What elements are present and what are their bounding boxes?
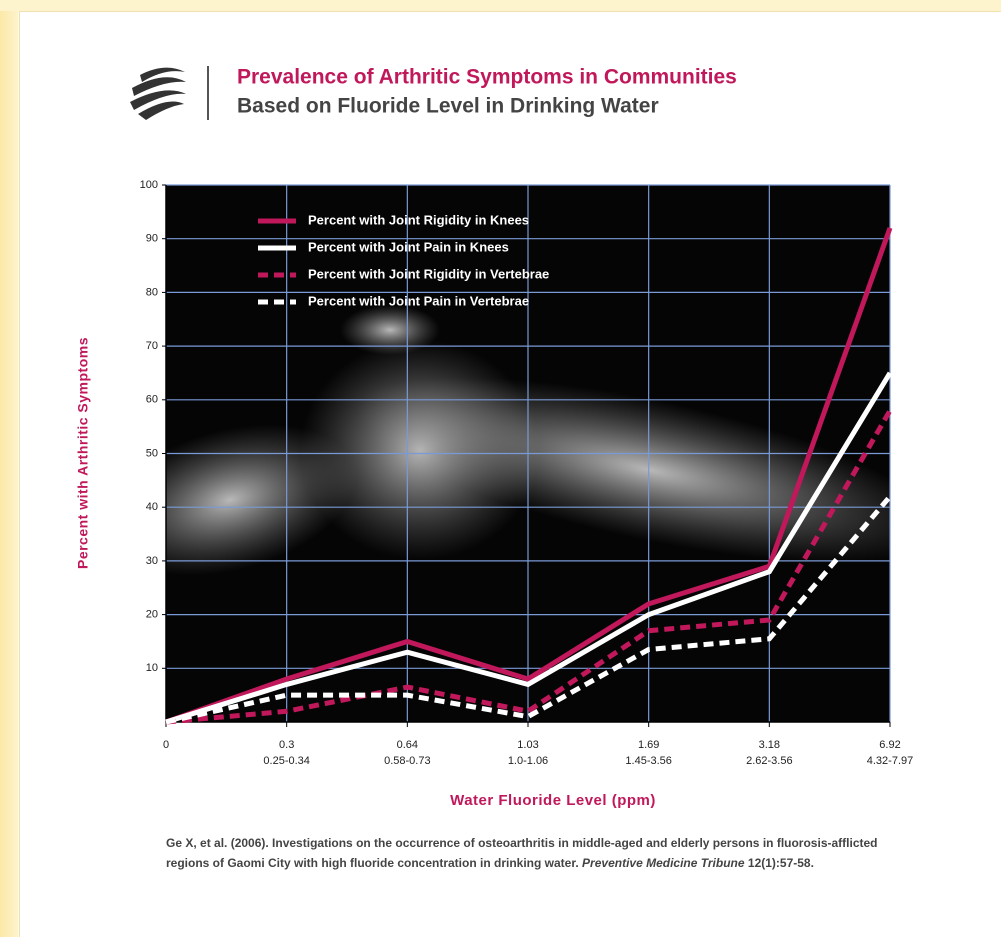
x-range-label: 1.45-3.56 [625,755,671,767]
x-tick-label: 3.18 [759,739,780,751]
x-range-label: 0.25-0.34 [263,755,309,767]
y-tick-label: 70 [146,340,158,352]
x-tick-label: 1.69 [638,739,659,751]
x-range-label: 0.58-0.73 [384,755,430,767]
chart-title: Prevalence of Arthritic Symptoms in Comm… [237,66,737,89]
citation-journal: Preventive Medicine Tribune [582,856,745,870]
x-range-label: 4.32-7.97 [867,755,913,767]
y-tick-label: 40 [146,501,158,513]
y-axis-label: Percent with Arthritic Symptoms [75,337,91,569]
citation-text: Ge X, et al. (2006). Investigations on t… [166,836,878,870]
logo [130,67,186,120]
x-tick-label: 0.3 [279,739,294,751]
citation-reference: 12(1):57-58. [747,856,814,870]
x-tick-label: 1.03 [517,739,538,751]
series-line [165,494,892,725]
series-line [165,227,893,725]
chart-subtitle: Based on Fluoride Level in Drinking Wate… [237,95,659,118]
series-line [165,409,893,725]
y-tick-label: 30 [146,555,158,567]
series-line [165,371,893,725]
legend-label: Percent with Joint Rigidity in Knees [308,212,529,227]
y-tick-label: 50 [146,447,158,459]
frame-band [0,0,1001,11]
series-layer: Percent with Joint Rigidity in Knees Perc… [165,212,893,725]
x-range-label: 2.62-3.56 [746,755,792,767]
legend-label: Percent with Joint Pain in Knees [308,239,509,254]
legend-label: Percent with Joint Rigidity in Vertebrae [308,266,549,281]
y-tick-label: 60 [146,394,158,406]
y-tick-label: 100 [140,179,158,191]
grid: 10 20 30 40 50 60 70 80 90 100 0 0.3 0.25-0.34 0.64 0.… [140,179,914,767]
x-tick-label: 0.64 [397,739,418,751]
x-range-label: 1.0-1.06 [508,755,548,767]
legend-label: Percent with Joint Pain in Vertebrae [308,293,529,308]
x-tick-label: 6.92 [879,739,900,751]
y-tick-label: 10 [146,662,158,674]
citation: Ge X, et al. (2006). Investigations on t… [166,833,906,873]
y-tick-label: 90 [146,233,158,245]
x-axis-label: Water Fluoride Level (ppm) [450,792,656,809]
x-tick-label: 0 [163,739,169,751]
y-tick-label: 80 [146,286,158,298]
y-tick-label: 20 [146,609,158,621]
